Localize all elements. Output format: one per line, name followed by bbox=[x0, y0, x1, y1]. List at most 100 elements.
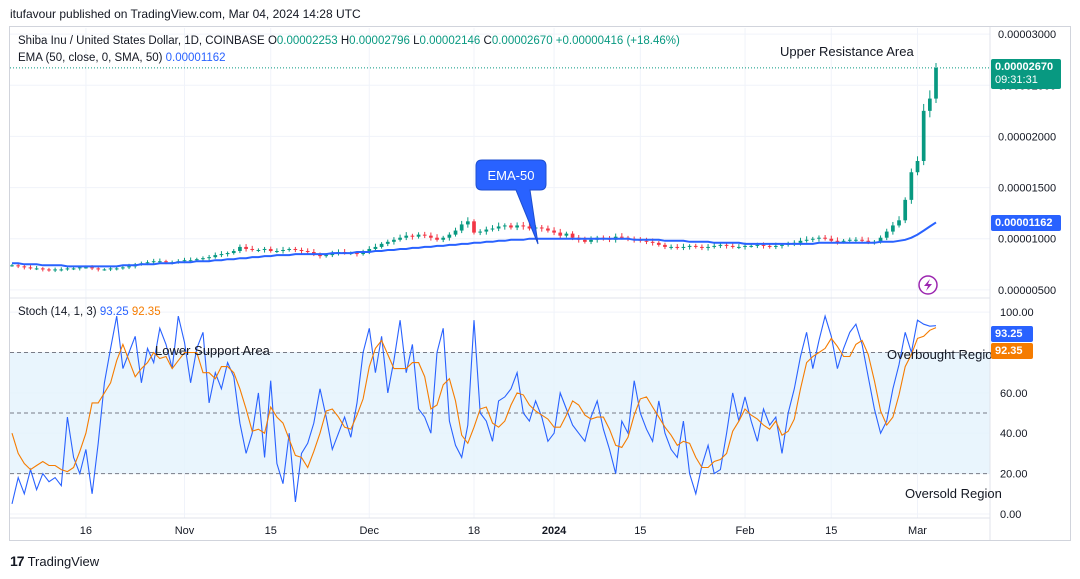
candle-body bbox=[847, 239, 852, 241]
stoch-k-line bbox=[11, 314, 937, 505]
ema-50-callout: EMA-50 bbox=[475, 159, 547, 245]
candle-body bbox=[447, 234, 452, 238]
candle-body bbox=[484, 229, 489, 232]
candle-body bbox=[287, 248, 292, 250]
candle-body bbox=[268, 248, 273, 252]
flash-icon[interactable] bbox=[918, 275, 938, 295]
candle-body bbox=[151, 261, 156, 263]
candle-body bbox=[558, 232, 563, 236]
candle-body bbox=[921, 110, 926, 161]
candle-body bbox=[262, 248, 267, 250]
tradingview-logo-icon: 17 bbox=[10, 553, 25, 569]
candle-body bbox=[225, 253, 230, 255]
candle-body bbox=[835, 240, 840, 242]
candle-body bbox=[324, 255, 329, 257]
open-value: 0.00002253 bbox=[276, 35, 338, 47]
candle-body bbox=[829, 238, 834, 241]
candle-body bbox=[521, 225, 526, 227]
tradingview-logo[interactable]: 17 TradingView bbox=[10, 553, 99, 569]
candle-body bbox=[650, 241, 655, 243]
candle-body bbox=[823, 237, 827, 239]
open-label: O bbox=[267, 35, 277, 47]
close-label: C bbox=[483, 35, 492, 47]
time-tick-label: Feb bbox=[736, 525, 755, 537]
candle-body bbox=[915, 160, 920, 173]
price-axis-ticks: 0.000030000.000025000.000020000.00001500… bbox=[998, 29, 1056, 297]
symbol-legend[interactable]: Shiba Inu / United States Dollar, 1D, CO… bbox=[18, 35, 680, 47]
candle-body bbox=[28, 267, 33, 269]
candle-body bbox=[96, 268, 101, 270]
candle-body bbox=[773, 245, 778, 247]
candle-body bbox=[53, 269, 57, 271]
candle-body bbox=[527, 226, 532, 229]
time-axis-ticks: 16 Nov 15 Dec 18 2024 15 Feb 15 Mar bbox=[80, 525, 928, 537]
time-tick-label: 15 bbox=[634, 525, 646, 537]
candle-body bbox=[817, 237, 821, 239]
time-tick-label: 2024 bbox=[542, 525, 567, 537]
price-tick-label: 0.00002000 bbox=[998, 131, 1056, 143]
stoch-tick-label: 60.00 bbox=[1000, 388, 1028, 400]
stoch-legend[interactable]: Stoch (14, 1, 3) 93.25 92.35 bbox=[18, 306, 161, 318]
candle-body bbox=[761, 244, 766, 246]
candle-body bbox=[47, 269, 51, 271]
candle-body bbox=[207, 257, 211, 259]
candle-body bbox=[669, 246, 673, 248]
stoch-k-tag: 93.25 bbox=[991, 326, 1033, 342]
candle-body bbox=[687, 245, 692, 247]
tradingview-logo-text: TradingView bbox=[27, 553, 100, 569]
candle-body bbox=[675, 246, 680, 248]
candle-body bbox=[410, 235, 415, 237]
candle-body bbox=[256, 249, 261, 251]
candle-body bbox=[250, 248, 255, 250]
candle-body bbox=[114, 268, 119, 270]
candle-body bbox=[355, 253, 359, 255]
candle-body bbox=[65, 268, 70, 270]
candle-body bbox=[22, 266, 27, 268]
candle-body bbox=[663, 244, 667, 247]
candle-body bbox=[897, 220, 901, 226]
stoch-k-value: 93.25 bbox=[99, 306, 129, 318]
candle-body bbox=[539, 227, 544, 229]
candle-body bbox=[706, 246, 710, 248]
candle-body bbox=[891, 225, 895, 232]
time-tick-label: 15 bbox=[265, 525, 277, 537]
candle-body bbox=[293, 248, 298, 250]
candle-body bbox=[182, 260, 187, 262]
stoch-legend-label: Stoch (14, 1, 3) bbox=[18, 306, 97, 318]
candle-body bbox=[841, 240, 846, 242]
change-value: +0.00000416 (+18.46%) bbox=[555, 35, 680, 47]
stoch-tick-label: 100.00 bbox=[1000, 307, 1034, 319]
candle-body bbox=[238, 246, 242, 252]
chart-frame bbox=[9, 26, 1071, 541]
overbought-label: Overbought Region bbox=[887, 347, 1000, 362]
candle-body bbox=[465, 221, 470, 225]
candle-body bbox=[90, 267, 94, 269]
candle-body bbox=[441, 237, 446, 240]
symbol-name: Shiba Inu / United States Dollar, 1D, CO… bbox=[18, 35, 265, 47]
candle-body bbox=[656, 242, 661, 245]
candle-body bbox=[478, 231, 483, 233]
low-value: 0.00002146 bbox=[419, 35, 481, 47]
stoch-tick-label: 20.00 bbox=[1000, 469, 1028, 481]
candle-body bbox=[194, 259, 199, 261]
candle-body bbox=[755, 244, 760, 246]
candle-body bbox=[546, 228, 550, 231]
candle-body bbox=[681, 246, 686, 248]
ema-50-callout-text: EMA-50 bbox=[488, 168, 535, 183]
candle-body bbox=[299, 249, 304, 252]
ema-legend[interactable]: EMA (50, close, 0, SMA, 50) 0.00001162 bbox=[18, 52, 226, 64]
candle-body bbox=[619, 236, 624, 238]
ema-price-tag: 0.00001162 bbox=[991, 215, 1061, 231]
price-tick-label: 0.00001000 bbox=[998, 234, 1056, 246]
candle-body bbox=[16, 265, 21, 267]
candle-body bbox=[157, 261, 162, 263]
candle-body bbox=[730, 245, 735, 247]
candle-body bbox=[244, 246, 248, 249]
candle-body bbox=[416, 234, 421, 237]
stoch-tick-label: 40.00 bbox=[1000, 428, 1028, 440]
price-tick-label: 0.00003000 bbox=[998, 29, 1056, 41]
candle-body bbox=[77, 267, 82, 269]
price-tick-label: 0.00001500 bbox=[998, 183, 1056, 195]
stoch-level-lines bbox=[10, 351, 990, 475]
